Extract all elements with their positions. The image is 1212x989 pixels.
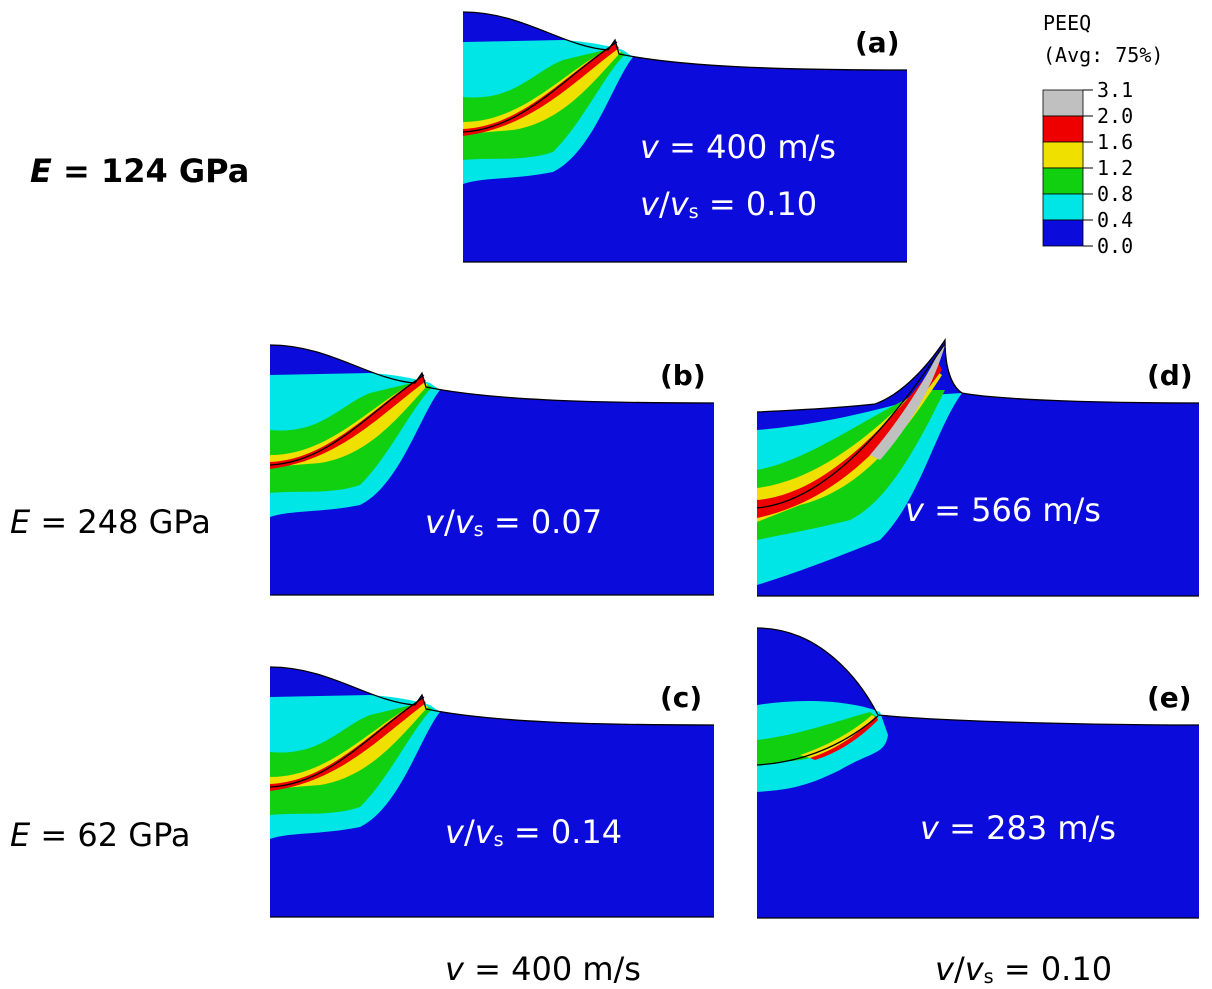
panel-label: (e) [1147, 681, 1192, 714]
text-part: / [954, 950, 965, 988]
annotation: v/vs = 0.07 [425, 503, 602, 541]
panel-label: (a) [855, 26, 900, 59]
legend-swatch [1042, 115, 1084, 143]
text-part: = 0.10 [699, 185, 817, 223]
text-part: = 0.07 [484, 503, 602, 541]
row-label: E = 124 GPa [30, 152, 249, 190]
text-part: v [905, 491, 925, 529]
text-part: s [689, 200, 699, 223]
annotation: v/vs = 0.10 [640, 185, 817, 223]
text-part: = 400 m/s [659, 128, 836, 166]
text-part: v [640, 128, 660, 166]
panel-c [269, 666, 715, 918]
legend-level: 1.6 [1097, 130, 1133, 154]
text-part: v [475, 813, 495, 851]
legend-level: 0.0 [1097, 234, 1133, 258]
text-part: = 0.10 [994, 950, 1112, 988]
text-part: v [965, 950, 985, 988]
legend-swatch [1042, 89, 1084, 117]
legend-subtitle: (Avg: 75%) [1043, 43, 1163, 67]
text-part: E [10, 503, 31, 541]
legend: PEEQ (Avg: 75%) 3.12.01.61.20.80.40.0 [1042, 11, 1163, 258]
annotation: v = 283 m/s [920, 809, 1116, 847]
text-part: s [474, 518, 484, 541]
text-part: v [935, 950, 955, 988]
legend-title: PEEQ [1043, 11, 1091, 35]
text-part: = 62 GPa [30, 816, 190, 854]
text-part: s [984, 965, 994, 988]
text-part: E [30, 152, 52, 190]
column-label: v/vs = 0.10 [935, 950, 1112, 988]
legend-level: 0.8 [1097, 182, 1133, 206]
text-part: = 248 GPa [30, 503, 211, 541]
annotation: v/vs = 0.14 [445, 813, 622, 851]
annotation: v = 400 m/s [640, 128, 836, 166]
text-part: = 0.14 [504, 813, 622, 851]
text-part: / [659, 185, 670, 223]
legend-swatch [1042, 193, 1084, 221]
panel-e [756, 627, 1200, 919]
text-part: v [445, 813, 465, 851]
annotation: v = 566 m/s [905, 491, 1101, 529]
panel-label: (c) [660, 681, 702, 714]
text-part: v [445, 950, 465, 988]
legend-level: 2.0 [1097, 104, 1133, 128]
text-part: E [10, 816, 31, 854]
row-label: E = 248 GPa [10, 503, 211, 541]
text-part: = 283 m/s [939, 809, 1116, 847]
text-part: v [640, 185, 660, 223]
legend-level: 3.1 [1097, 78, 1133, 102]
text-part: s [494, 828, 504, 851]
text-part: / [464, 813, 475, 851]
legend-swatch [1042, 219, 1084, 247]
panel-b [269, 344, 715, 596]
text-part: v [670, 185, 690, 223]
legend-swatch [1042, 141, 1084, 169]
legend-level: 0.4 [1097, 208, 1133, 232]
text-part: = 400 m/s [464, 950, 641, 988]
legend-level: 1.2 [1097, 156, 1133, 180]
panel-d [756, 337, 1200, 597]
panel-label: (d) [1147, 359, 1193, 392]
text-part: v [425, 503, 445, 541]
column-label: v = 400 m/s [445, 950, 641, 988]
text-part: = 124 GPa [52, 152, 249, 190]
text-part: / [444, 503, 455, 541]
text-part: v [920, 809, 940, 847]
legend-swatch [1042, 167, 1084, 195]
text-part: = 566 m/s [924, 491, 1101, 529]
row-label: E = 62 GPa [10, 816, 191, 854]
text-part: v [455, 503, 475, 541]
panel-label: (b) [660, 359, 706, 392]
